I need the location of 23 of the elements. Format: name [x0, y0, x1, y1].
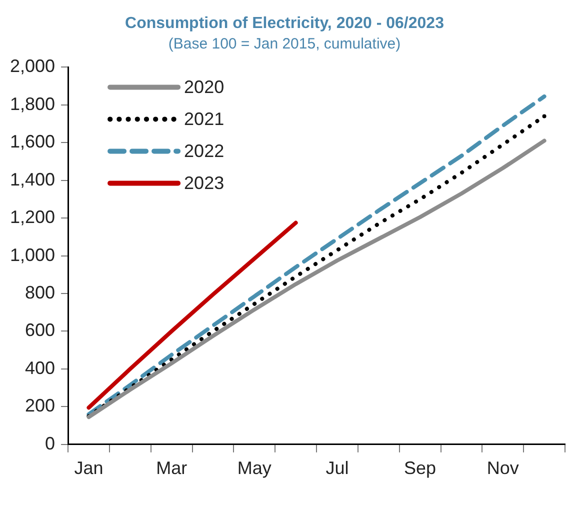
y-tick-label: 800: [24, 282, 56, 302]
y-tick-label: 1,000: [10, 244, 56, 265]
y-tick-label: 2,000: [10, 56, 56, 76]
x-tick-label: Jul: [326, 458, 349, 478]
chart-title: Consumption of Electricity, 2020 - 06/2023: [125, 15, 444, 32]
y-tick-label: 0: [45, 433, 56, 454]
legend-label: 2021: [184, 109, 224, 130]
y-tick-label: 1,200: [10, 207, 56, 228]
chart-subtitle: (Base 100 = Jan 2015, cumulative): [168, 35, 401, 52]
y-tick-label: 200: [24, 396, 56, 416]
legend-label: 2022: [184, 141, 224, 162]
x-tick-label: May: [237, 458, 272, 478]
y-tick-label: 1,800: [10, 94, 56, 114]
y-tick-label: 400: [24, 358, 56, 378]
x-tick-label: Sep: [404, 458, 436, 478]
x-tick-label: Mar: [156, 458, 188, 478]
legend-label: 2020: [184, 77, 224, 98]
x-tick-label: Jan: [74, 458, 104, 478]
y-tick-label: 1,400: [10, 169, 56, 190]
y-tick-label: 600: [24, 320, 56, 340]
y-tick-label: 1,600: [10, 132, 56, 152]
x-tick-label: Nov: [486, 458, 519, 478]
legend-label: 2023: [184, 173, 224, 194]
